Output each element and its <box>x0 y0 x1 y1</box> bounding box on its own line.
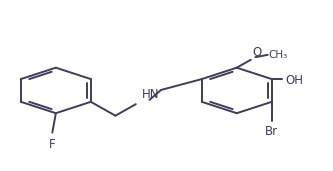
Text: HN: HN <box>142 88 159 101</box>
Text: CH₃: CH₃ <box>269 50 288 60</box>
Text: O: O <box>252 46 262 59</box>
Text: OH: OH <box>286 74 304 87</box>
Text: F: F <box>49 137 56 150</box>
Text: Br: Br <box>265 125 278 138</box>
